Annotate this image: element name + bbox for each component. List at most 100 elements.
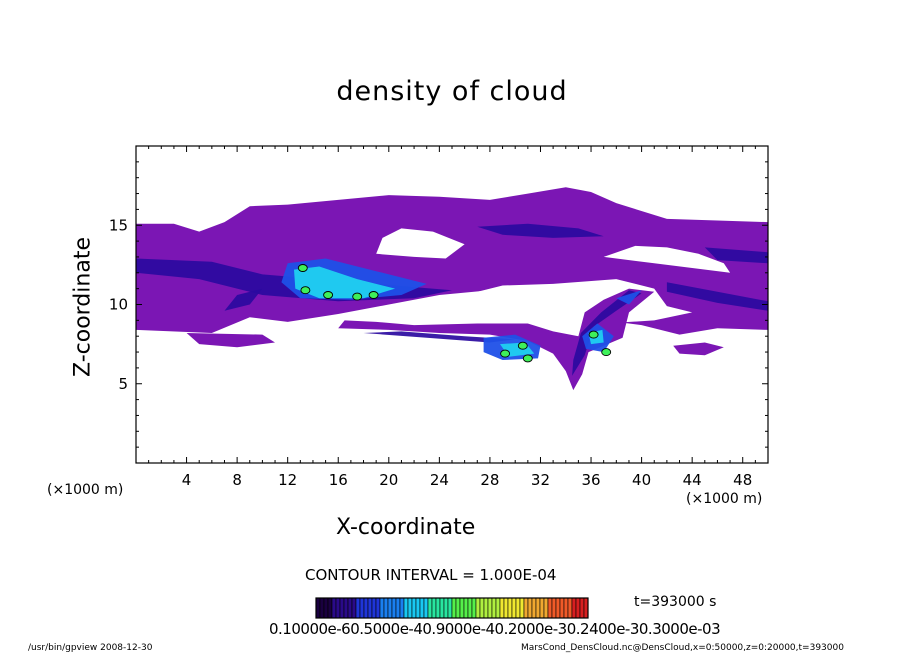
y-tick-label: 10 — [109, 296, 128, 314]
colorbar-cell — [419, 597, 425, 619]
colorbar-cell — [351, 597, 357, 619]
colorbar-cell — [507, 597, 513, 619]
y-tick-label: 15 — [109, 216, 128, 234]
clear-gap-upper-left — [376, 228, 465, 259]
colorbar-cell — [471, 597, 477, 619]
colorbar-cell — [467, 597, 473, 619]
colorbar-cell — [575, 597, 581, 619]
density-low-streak-6 — [572, 290, 642, 376]
colorbar-cell — [463, 597, 469, 619]
colorbar-cell — [479, 597, 485, 619]
colorbar-cell — [431, 597, 437, 619]
colorbar-cell — [383, 597, 389, 619]
colorbar-cell — [363, 597, 369, 619]
colorbar-cell — [519, 597, 525, 619]
density-peak-spot-4 — [352, 292, 363, 301]
colorbar-cell — [491, 597, 497, 619]
colorbar-cell — [427, 597, 433, 619]
density-peak-spot-5 — [368, 291, 379, 299]
colorbar-cell — [555, 597, 561, 619]
colorbar-cell — [399, 597, 405, 619]
colorbar-cell — [359, 597, 365, 619]
density-peak-spot-10 — [601, 348, 612, 357]
colorbar-cell — [535, 597, 541, 619]
x-tick-label: 12 — [278, 471, 297, 489]
density-high-core-1 — [294, 266, 396, 299]
colorbar-cell — [439, 597, 445, 619]
colorbar-cell — [483, 597, 489, 619]
x-axis-label: X-coordinate — [336, 515, 476, 540]
colorbar-cell — [327, 597, 333, 619]
y-axis-label: Z-coordinate — [70, 237, 96, 377]
cloud-patch-left-fringe — [186, 333, 275, 348]
colorbar-cell — [379, 597, 385, 619]
colorbar — [315, 597, 589, 619]
colorbar-cell — [503, 597, 509, 619]
x-axis-ticks: 4 8 12 16 20 24 28 32 36 40 44 48 — [148, 146, 756, 489]
colorbar-cell — [531, 597, 537, 619]
colorbar-cell — [515, 597, 521, 619]
colorbar-cell — [451, 597, 457, 619]
colorbar-cell — [527, 597, 533, 619]
density-low-streak-5 — [363, 331, 516, 343]
density-medium-region-4 — [616, 290, 642, 305]
colorbar-cell — [331, 597, 337, 619]
x-tick-label: 16 — [329, 471, 348, 489]
x-tick-label: 36 — [581, 471, 600, 489]
colorbar-cell — [423, 597, 429, 619]
colorbar-cell — [511, 597, 517, 619]
colorbar-cell — [547, 597, 553, 619]
density-peak-spot-3 — [323, 291, 334, 299]
colorbar-cell — [543, 597, 549, 619]
colorbar-cell — [319, 597, 325, 619]
density-low-streak-7 — [224, 288, 263, 311]
footer-source: MarsCond_DensCloud.nc@DensCloud,x=0:5000… — [521, 643, 844, 653]
colorbar-cell — [571, 597, 577, 619]
colorbar-cell — [563, 597, 569, 619]
x-tick-label: 20 — [379, 471, 398, 489]
x-tick-label: 48 — [733, 471, 752, 489]
density-low-streak-3 — [666, 282, 768, 311]
colorbar-cell — [371, 597, 377, 619]
colorbar-frame — [315, 597, 589, 619]
colorbar-cell — [395, 597, 401, 619]
colorbar-cell — [415, 597, 421, 619]
colorbar-cell — [495, 597, 501, 619]
colorbar-cell — [539, 597, 545, 619]
density-low-streak-2 — [477, 223, 604, 238]
density-field — [136, 187, 768, 391]
density-peak-spot-8 — [500, 349, 511, 358]
colorbar-cell — [343, 597, 349, 619]
density-peak-spot-7 — [522, 354, 533, 363]
x-tick-label: 28 — [480, 471, 499, 489]
colorbar-cell — [391, 597, 397, 619]
x-tick-label: 40 — [632, 471, 651, 489]
colorbar-cell — [551, 597, 557, 619]
colorbar-cell — [387, 597, 393, 619]
colorbar-cell — [367, 597, 373, 619]
colorbar-cell — [499, 597, 505, 619]
x-tick-label: 44 — [683, 471, 702, 489]
colorbar-cell — [323, 597, 329, 619]
density-peak-spot-6 — [517, 341, 528, 350]
colorbar-cell — [447, 597, 453, 619]
colorbar-cell — [411, 597, 417, 619]
density-peak-spot-2 — [300, 286, 311, 295]
colorbar-cell — [459, 597, 465, 619]
density-peak-spot-1 — [297, 264, 308, 272]
y-tick-label: 5 — [118, 375, 128, 393]
colorbar-cell — [475, 597, 481, 619]
density-peak-spot-9 — [588, 330, 599, 339]
colorbar-cell — [523, 597, 529, 619]
colorbar-cell — [455, 597, 461, 619]
chart-title: density of cloud — [336, 76, 568, 107]
colorbar-cell — [579, 597, 585, 619]
colorbar-cell — [487, 597, 493, 619]
colorbar-cell — [335, 597, 341, 619]
colorbar-cell — [347, 597, 353, 619]
colorbar-cell — [559, 597, 565, 619]
cloud-patch-right — [673, 342, 724, 356]
colorbar-cell — [443, 597, 449, 619]
colorbar-cell — [407, 597, 413, 619]
